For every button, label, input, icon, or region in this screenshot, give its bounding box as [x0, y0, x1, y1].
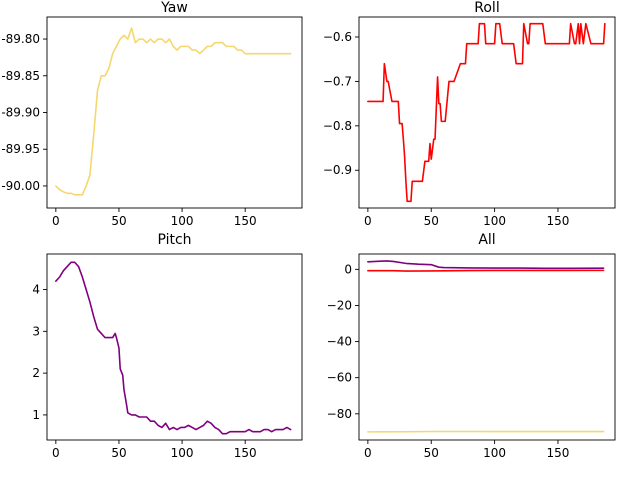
y-tick-label: −0.7 [323, 74, 352, 88]
subplot-pitch: Pitch 0 50 100 150 1 2 3 4 [32, 232, 303, 460]
y-tick-label: −0.8 [323, 119, 352, 133]
y-tick-label: −0.9 [323, 163, 352, 177]
y-tick-label: −0.6 [323, 30, 352, 44]
x-tick-label: 0 [364, 214, 372, 228]
y-tick-label: -89.90 [1, 106, 40, 120]
x-tick-label: 0 [364, 446, 372, 460]
x-tick-label: 50 [424, 214, 439, 228]
series-line [367, 269, 605, 272]
plot-frame [46, 253, 303, 441]
subplot-title: Roll [474, 0, 499, 16]
series-line [55, 27, 292, 196]
y-tick-label: -89.95 [1, 142, 40, 156]
x-tick-label: 150 [547, 214, 570, 228]
x-tick-label: 0 [52, 214, 60, 228]
y-tick-label: 1 [32, 408, 40, 422]
y-tick-label: -89.80 [1, 32, 40, 46]
y-tick-label: 4 [32, 283, 40, 297]
y-tick-label: 2 [32, 366, 40, 380]
y-tick-label: 3 [32, 324, 40, 338]
y-tick-label: −60 [327, 371, 352, 385]
subplot-yaw: Yaw 0 50 100 150 -89.80 -89.85 -89.90 -89.95 -90… [1, 0, 303, 228]
subplot-title: All [478, 232, 495, 248]
plot-frame [358, 253, 616, 441]
x-tick-label: 150 [234, 214, 257, 228]
subplot-roll: Roll 0 50 100 150 −0.6 −0.7 −0.8 −0.9 [323, 0, 616, 228]
x-tick-label: 50 [424, 446, 439, 460]
y-tick-label: −20 [327, 298, 352, 312]
subplot-all: All 0 50 100 150 0 −20 −40 −60 −80 [327, 232, 616, 460]
x-tick-label: 100 [171, 214, 194, 228]
x-tick-label: 50 [111, 214, 126, 228]
subplot-title: Yaw [160, 0, 188, 16]
series-line [367, 260, 605, 270]
x-tick-label: 100 [483, 214, 506, 228]
y-tick-label: −80 [327, 407, 352, 421]
y-tick-label: 0 [344, 262, 352, 276]
y-tick-label: -89.85 [1, 69, 40, 83]
x-tick-label: 0 [52, 446, 60, 460]
x-tick-label: 100 [483, 446, 506, 460]
y-tick-label: −40 [327, 335, 352, 349]
x-tick-label: 150 [547, 446, 570, 460]
subplot-title: Pitch [157, 232, 191, 248]
series-line [55, 261, 292, 435]
series-line [367, 22, 606, 203]
x-tick-label: 150 [234, 446, 257, 460]
x-tick-label: 50 [111, 446, 126, 460]
x-tick-label: 100 [171, 446, 194, 460]
y-tick-label: -90.00 [1, 179, 40, 193]
plot-frame [358, 16, 616, 209]
